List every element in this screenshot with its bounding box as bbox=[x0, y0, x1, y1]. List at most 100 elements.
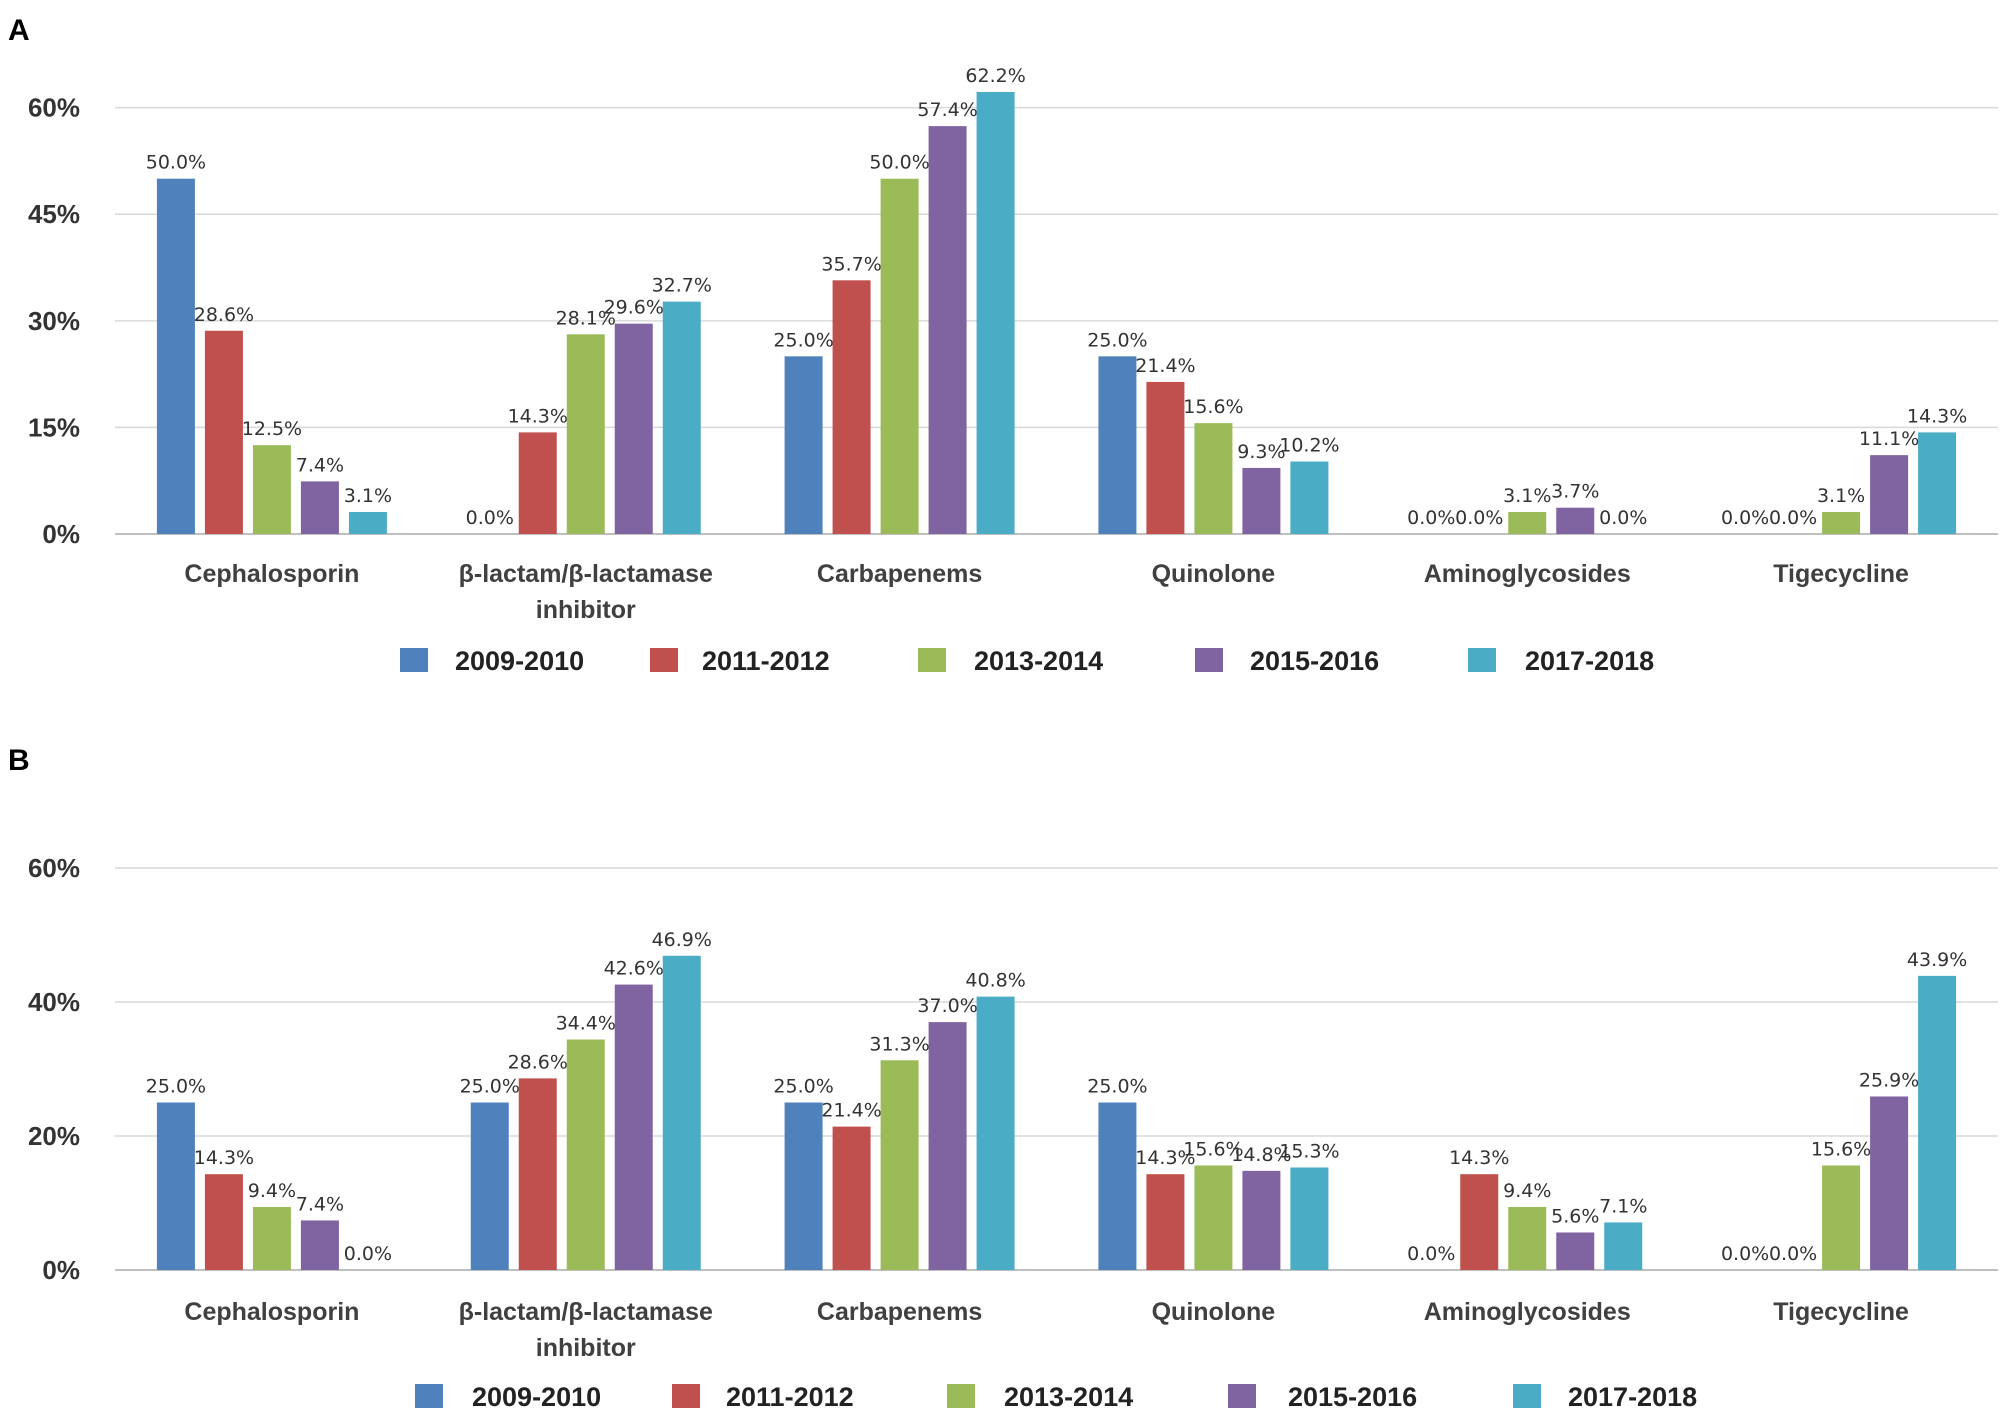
data-label: 14.3% bbox=[1135, 1147, 1195, 1169]
data-label: 14.3% bbox=[508, 405, 568, 427]
bar bbox=[784, 356, 823, 534]
data-label: 14.3% bbox=[1907, 405, 1967, 427]
bar bbox=[1146, 381, 1185, 534]
legend-swatch bbox=[1468, 648, 1496, 672]
bar bbox=[204, 330, 243, 534]
data-label: 7.1% bbox=[1599, 1195, 1647, 1217]
legend-label: 2009-2010 bbox=[472, 1382, 601, 1412]
data-label: 28.6% bbox=[508, 1051, 568, 1073]
bar bbox=[662, 301, 701, 534]
bar bbox=[1290, 1167, 1329, 1270]
bar bbox=[1822, 511, 1861, 534]
legend-label: 2011-2012 bbox=[702, 646, 830, 676]
y-tick-label: 0% bbox=[42, 1255, 80, 1285]
data-label: 46.9% bbox=[652, 929, 712, 951]
y-tick-label: 45% bbox=[28, 199, 80, 229]
legend-label: 2015-2016 bbox=[1250, 646, 1379, 676]
bar bbox=[614, 984, 653, 1270]
data-label: 3.1% bbox=[344, 485, 392, 507]
legend-label: 2017-2018 bbox=[1568, 1382, 1697, 1412]
bar bbox=[566, 1039, 605, 1270]
legend-label: 2017-2018 bbox=[1525, 646, 1654, 676]
data-label: 0.0% bbox=[1769, 507, 1817, 529]
bar bbox=[518, 432, 557, 534]
bar bbox=[832, 280, 871, 534]
data-label: 0.0% bbox=[466, 507, 514, 529]
data-label: 15.6% bbox=[1811, 1138, 1871, 1160]
bar bbox=[928, 126, 967, 535]
bar bbox=[348, 511, 387, 534]
data-label: 25.9% bbox=[1859, 1069, 1919, 1091]
y-tick-label: 20% bbox=[28, 1121, 80, 1151]
data-label: 29.6% bbox=[604, 297, 664, 319]
panel-letter-a: A bbox=[8, 14, 30, 47]
bar bbox=[1242, 467, 1281, 534]
bar bbox=[300, 1220, 339, 1270]
data-label: 15.3% bbox=[1279, 1140, 1339, 1162]
data-label: 40.8% bbox=[965, 970, 1025, 992]
bar bbox=[300, 481, 339, 534]
legend-label: 2013-2014 bbox=[974, 646, 1103, 676]
bar bbox=[1098, 1102, 1137, 1270]
x-category-label: Quinolone bbox=[1152, 560, 1276, 588]
data-label: 9.4% bbox=[248, 1180, 296, 1202]
data-label: 0.0% bbox=[1721, 1243, 1769, 1265]
data-label: 28.1% bbox=[556, 307, 616, 329]
bar bbox=[1604, 1222, 1643, 1270]
bar bbox=[928, 1022, 967, 1270]
data-label: 11.1% bbox=[1859, 428, 1919, 450]
bar bbox=[1918, 975, 1957, 1270]
bar bbox=[976, 92, 1015, 534]
data-label: 34.4% bbox=[556, 1013, 616, 1035]
data-label: 28.6% bbox=[194, 304, 254, 326]
x-category-label: Cephalosporin bbox=[184, 560, 359, 588]
data-label: 43.9% bbox=[1907, 949, 1967, 971]
data-label: 0.0% bbox=[1407, 507, 1455, 529]
data-label: 12.5% bbox=[242, 418, 302, 440]
legend-swatch bbox=[415, 1384, 443, 1408]
bar bbox=[1556, 507, 1595, 534]
legend-swatch bbox=[1195, 648, 1223, 672]
bar bbox=[784, 1102, 823, 1270]
data-label: 0.0% bbox=[1599, 507, 1647, 529]
bar bbox=[1508, 1207, 1547, 1270]
data-label: 25.0% bbox=[1087, 329, 1147, 351]
x-category-label: Tigecycline bbox=[1773, 1298, 1909, 1326]
y-tick-label: 0% bbox=[42, 519, 80, 549]
bar bbox=[566, 334, 605, 534]
data-label: 0.0% bbox=[1721, 507, 1769, 529]
data-label: 7.4% bbox=[296, 454, 344, 476]
bar bbox=[614, 323, 653, 534]
bar bbox=[1822, 1165, 1861, 1270]
legend-label: 2015-2016 bbox=[1288, 1382, 1417, 1412]
legend-swatch bbox=[1228, 1384, 1256, 1408]
bar bbox=[662, 955, 701, 1270]
y-tick-label: 40% bbox=[28, 987, 80, 1017]
data-label: 3.7% bbox=[1551, 481, 1599, 503]
bar bbox=[1460, 1174, 1499, 1270]
bar bbox=[880, 1060, 919, 1270]
bar bbox=[1508, 511, 1547, 534]
y-tick-label: 60% bbox=[28, 93, 80, 123]
y-tick-label: 15% bbox=[28, 412, 80, 442]
x-category-label: Carbapenems bbox=[817, 1298, 982, 1326]
bar bbox=[1290, 461, 1329, 534]
chart-panel-a: 0%15%30%45%60%50.0%28.6%12.5%7.4%3.1%Cep… bbox=[28, 65, 1998, 676]
bar bbox=[156, 1102, 195, 1270]
x-category-label: β-lactam/β-lactamase bbox=[459, 1298, 713, 1326]
data-label: 0.0% bbox=[1455, 507, 1503, 529]
legend-swatch bbox=[400, 648, 428, 672]
data-label: 14.8% bbox=[1231, 1144, 1291, 1166]
data-label: 14.3% bbox=[1449, 1147, 1509, 1169]
y-tick-label: 60% bbox=[28, 853, 80, 883]
data-label: 25.0% bbox=[146, 1076, 206, 1098]
data-label: 32.7% bbox=[652, 275, 712, 297]
data-label: 0.0% bbox=[1769, 1243, 1817, 1265]
bar bbox=[204, 1174, 243, 1270]
data-label: 50.0% bbox=[146, 152, 206, 174]
x-category-label: β-lactam/β-lactamase bbox=[459, 560, 713, 588]
bar bbox=[976, 996, 1015, 1270]
bar bbox=[1918, 432, 1957, 534]
bar bbox=[1870, 1096, 1909, 1270]
